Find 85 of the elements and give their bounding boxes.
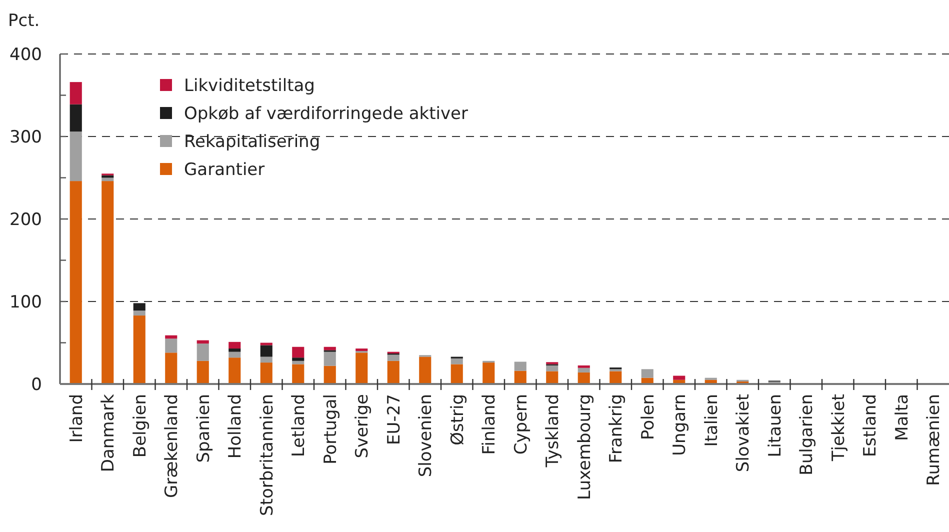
bar <box>102 181 114 384</box>
x-tick-label: Luxembourg <box>574 394 595 500</box>
x-tick-label: EU-27 <box>384 394 404 445</box>
bar <box>546 365 558 372</box>
bar <box>387 354 400 361</box>
bar <box>578 372 590 384</box>
bar <box>578 365 590 368</box>
bar <box>260 345 272 357</box>
y-tick-label: 100 <box>10 292 42 312</box>
x-tick-label: Slovenien <box>416 394 436 478</box>
x-tick-label: Bulgarien <box>797 394 818 476</box>
bar <box>133 303 146 311</box>
legend-label: Likviditetstiltag <box>184 76 315 96</box>
bar <box>196 360 209 384</box>
bar <box>70 181 82 384</box>
bar <box>102 178 114 182</box>
bar <box>165 352 178 384</box>
x-tick-label: Holland <box>226 394 246 459</box>
y-tick-label: 400 <box>10 44 42 65</box>
x-tick-label: Irland <box>66 394 87 443</box>
x-tick-label: Spanien <box>194 394 214 463</box>
bar <box>260 362 272 384</box>
x-tick-label: Østrig <box>448 394 468 446</box>
x-tick-label: Tyskland <box>543 394 564 468</box>
x-tick-label: Grækenland <box>162 394 182 498</box>
bar <box>70 104 82 132</box>
x-tick-label: Ungarn <box>670 394 690 456</box>
bar <box>228 348 241 352</box>
x-tick-label: Belgien <box>130 394 150 458</box>
bar <box>356 352 368 384</box>
bar <box>292 364 304 384</box>
legend-label: Garantier <box>184 160 265 180</box>
x-tick-label: Letland <box>289 394 310 458</box>
bar <box>482 362 495 384</box>
bar <box>260 356 272 363</box>
bar <box>196 340 209 344</box>
x-tick-label: Polen <box>638 394 658 440</box>
legend-label: Opkøb af værdiforringede aktiver <box>184 104 468 124</box>
x-tick-label: Litauen <box>765 394 786 458</box>
bar <box>324 352 336 366</box>
x-tick-label: Italien <box>702 394 722 447</box>
x-tick-label: Rumænien <box>924 394 944 486</box>
x-tick-label: Storbritannien <box>257 394 278 516</box>
x-tick-label: Malta <box>892 394 912 441</box>
bar <box>673 376 686 380</box>
bar <box>228 342 241 349</box>
bar <box>133 316 146 384</box>
y-tick-label: 0 <box>31 374 42 395</box>
x-tick-label: Estland <box>860 394 881 457</box>
x-tick-label: Sverige <box>352 394 373 458</box>
bar <box>102 175 114 178</box>
bar <box>70 82 82 104</box>
x-tick-label: Slovakiet <box>734 394 754 472</box>
bar <box>228 352 241 358</box>
y-tick-label: 300 <box>10 127 42 148</box>
legend-label: Rekapitalisering <box>184 132 320 152</box>
x-tick-label: Danmark <box>98 394 119 472</box>
bar <box>196 344 209 361</box>
bar <box>514 370 526 384</box>
bar <box>610 371 622 384</box>
bar <box>450 364 463 384</box>
bar <box>292 360 304 364</box>
y-tick-label: 200 <box>10 210 42 230</box>
y-axis-title: Pct. <box>8 11 40 31</box>
bar <box>578 368 590 372</box>
x-tick-label: Frankrig <box>606 394 627 464</box>
bar <box>165 338 178 353</box>
bar <box>514 362 526 371</box>
bar <box>450 358 463 364</box>
bar <box>165 335 178 339</box>
bar <box>70 132 82 182</box>
bar <box>419 356 432 384</box>
bar <box>324 346 336 350</box>
bar <box>324 366 336 384</box>
x-tick-label: Finland <box>480 394 500 455</box>
x-tick-label: Tjekkiet <box>828 394 849 462</box>
bar <box>292 346 304 358</box>
bar <box>641 369 654 378</box>
bar <box>292 358 304 361</box>
bar <box>133 310 146 316</box>
bar <box>546 371 558 384</box>
bar <box>228 358 241 384</box>
x-tick-label: Portugal <box>320 394 341 464</box>
bar <box>387 360 400 384</box>
x-tick-label: Cypern <box>511 394 532 455</box>
